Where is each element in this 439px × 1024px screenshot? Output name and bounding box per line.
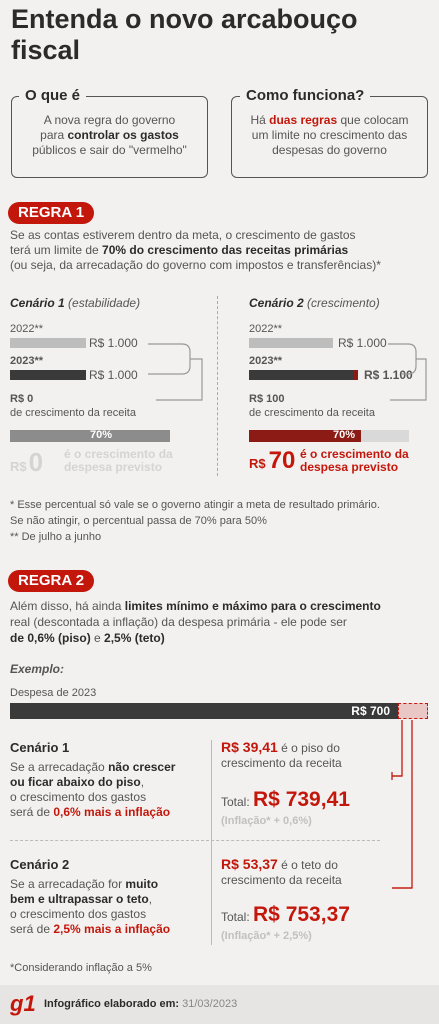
r1-c2-year-2022: 2022** xyxy=(249,323,283,335)
r1-c2-expected-label: é o crescimento da despesa previsto xyxy=(300,447,409,474)
r1-c1-bar-2022 xyxy=(10,338,86,348)
r1-c2-pct-bar: 70% xyxy=(249,429,409,442)
r2-scenario-1: Cenário 1 Se a arrecadação não crescer o… xyxy=(10,740,210,820)
r1-c1-year-2022: 2022** xyxy=(10,323,44,335)
r1-c2-bar-2022 xyxy=(249,338,333,348)
r2-c1-amount: R$ 39,41 é o piso do crescimento da rece… xyxy=(221,739,342,771)
r2-c2-text: Se a arrecadação for muito bem e ultrapa… xyxy=(10,877,171,936)
r1-c1-pct-label: 70% xyxy=(89,429,112,441)
r1-c2-pct-fill xyxy=(249,430,361,442)
r1-c2-pct-label: 70% xyxy=(333,429,356,441)
r1-c1-value-2022: R$ 1.000 xyxy=(89,336,138,350)
r1-scenario-2-title: Cenário 2 (crescimento) xyxy=(249,296,380,310)
rule-1-notes: * Esse percentual só vale se o governo a… xyxy=(10,499,380,543)
expense-2023-bar: R$ 700 xyxy=(10,703,398,719)
example-label: Exemplo: xyxy=(10,662,65,676)
what-is-box xyxy=(11,96,208,178)
r1-c1-expected: R$0 xyxy=(10,447,44,477)
r2-c2-amount: R$ 53,37 é o teto do crescimento da rece… xyxy=(221,856,342,888)
r1-c2-growth-value: R$ 100 xyxy=(249,393,285,405)
r2-c2-total-note: (Inflação* + 2,5%) xyxy=(221,930,312,942)
what-is-heading: O que é xyxy=(19,88,87,104)
r2-c1-total-note: (Inflação* + 0,6%) xyxy=(221,815,312,827)
r2-horizontal-divider xyxy=(10,840,380,841)
rule-2-connector-lines xyxy=(391,720,413,889)
expense-increase-band xyxy=(398,703,428,719)
r1-c1-year-2023: 2023** xyxy=(10,355,44,367)
scenario-divider xyxy=(217,296,218,476)
r1-scenario-1-title: Cenário 1 (estabilidade) xyxy=(10,296,141,310)
r1-c2-expected: R$ 70 xyxy=(249,447,296,474)
r2-c2-title: Cenário 2 xyxy=(10,857,70,872)
r1-c1-bracket xyxy=(148,343,203,401)
r1-c1-expected-label: é o crescimento da despesa previsto xyxy=(64,447,173,474)
expense-2023-value: R$ 700 xyxy=(351,704,390,718)
r1-c1-growth-value: R$ 0 xyxy=(10,393,34,405)
how-it-works-heading: Como funciona? xyxy=(240,88,371,104)
r2-scenario-2: Cenário 2 Se a arrecadação for muito bem… xyxy=(10,857,210,937)
r1-c2-bracket xyxy=(388,343,427,401)
rule-1-badge: REGRA 1 xyxy=(8,202,95,224)
r1-c2-value-2023: R$ 1.100 xyxy=(364,368,413,382)
r1-c2-bar-2023 xyxy=(249,370,354,380)
r1-c2-year-2023: 2023** xyxy=(249,355,283,367)
footer-date-label: Infográfico elaborado em: 31/03/2023 xyxy=(44,998,238,1010)
rule-2-badge: REGRA 2 xyxy=(8,570,95,592)
r1-c2-bar-2023-increase xyxy=(354,370,358,380)
r1-c1-growth-label: de crescimento da receita xyxy=(10,407,136,419)
r1-c1-bar-2023 xyxy=(10,370,86,380)
r2-c1-text: Se a arrecadação não crescer ou ficar ab… xyxy=(10,760,176,819)
r2-c1-total: Total: R$ 739,41 xyxy=(221,788,350,811)
rule-2-text: Além disso, há ainda limites mínimo e má… xyxy=(10,599,381,645)
r1-c1-pct-fill xyxy=(10,430,122,442)
how-it-works-box xyxy=(231,96,428,178)
r1-c2-value-2022: R$ 1.000 xyxy=(338,336,387,350)
g1-logo: g1 xyxy=(10,991,36,1016)
r1-c2-growth-label: de crescimento da receita xyxy=(249,407,375,419)
r1-c1-value-2023: R$ 1.000 xyxy=(89,368,138,382)
how-it-works-text: Há duas regras que colocam um limite no … xyxy=(250,113,409,157)
r1-c1-pct-bar: 70% xyxy=(10,429,170,442)
expense-2023-label: Despesa de 2023 xyxy=(10,687,97,699)
r2-c2-total: Total: R$ 753,37 xyxy=(221,903,350,926)
footer: g1 Infográfico elaborado em: 31/03/2023 xyxy=(0,985,439,1024)
rule-1-text: Se as contas estiverem dentro da meta, o… xyxy=(10,228,381,272)
r2-vertical-line xyxy=(211,740,212,945)
page-title: Entenda o novo arcabouço fiscal xyxy=(11,4,358,65)
r2-c1-title: Cenário 1 xyxy=(10,740,70,755)
what-is-text: A nova regra do governo para controlar o… xyxy=(32,113,187,157)
rule-2-note: *Considerando inflação a 5% xyxy=(10,962,152,974)
